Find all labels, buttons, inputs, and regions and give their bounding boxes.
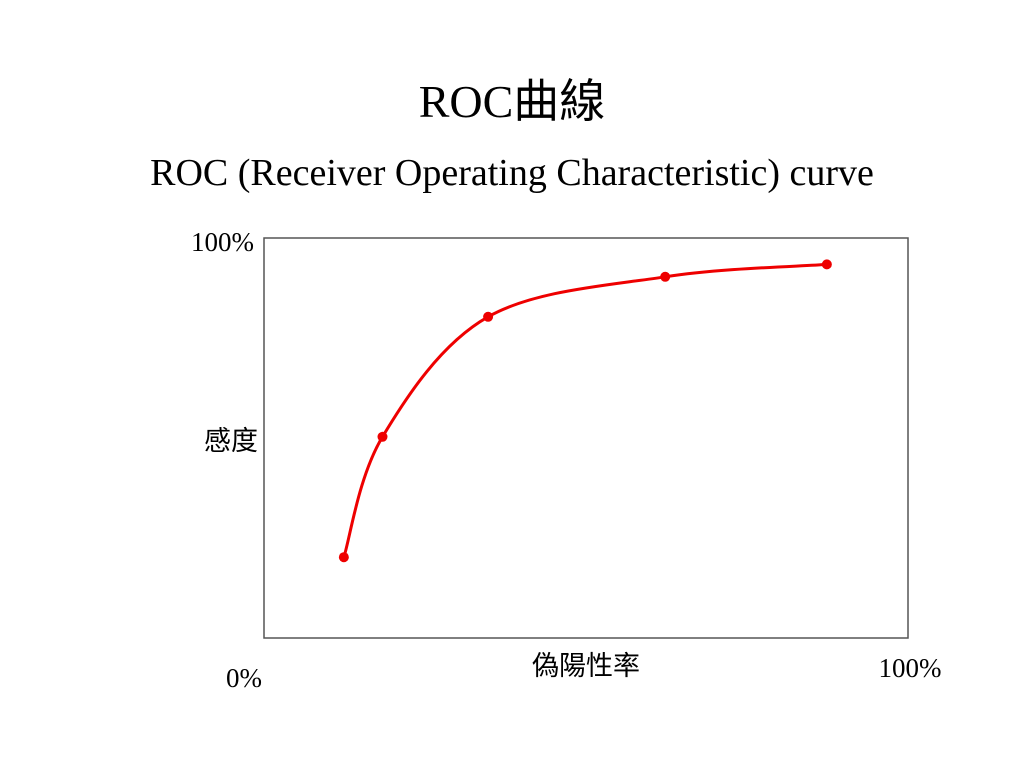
x-axis-label: 偽陽性率: [532, 651, 640, 682]
roc-point-3: [483, 311, 494, 322]
plot-frame: [263, 237, 909, 639]
roc-point-5: [821, 259, 832, 270]
origin-tick-label: 0%: [226, 663, 262, 693]
roc-series-line: [342, 262, 827, 558]
slide-subtitle: ROC (Receiver Operating Characteristic) …: [150, 152, 874, 194]
series-layer: [338, 259, 832, 563]
roc-point-1: [338, 552, 349, 563]
roc-point-4: [660, 271, 671, 282]
y-axis-label: 感度: [204, 426, 258, 457]
y-max-tick-label: 100%: [191, 227, 254, 257]
x-max-tick-label: 100%: [879, 653, 942, 683]
slide-title: ROC曲線: [418, 76, 606, 127]
roc-point-2: [377, 431, 388, 442]
